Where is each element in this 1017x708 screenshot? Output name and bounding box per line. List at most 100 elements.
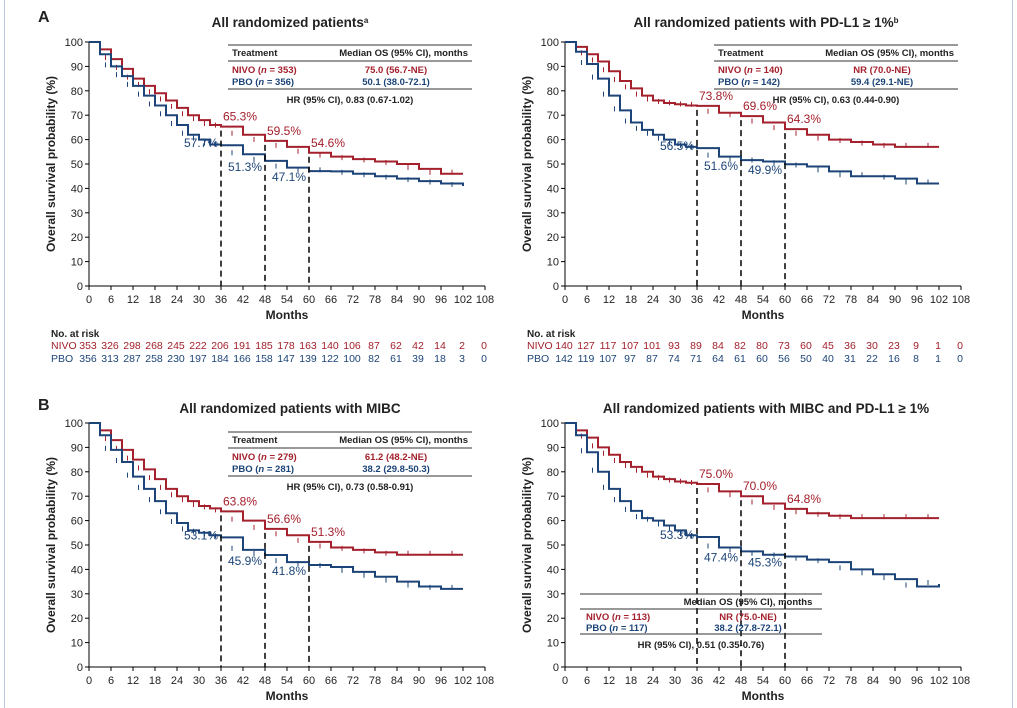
chart4-x-tick-label: 60 [779, 675, 791, 687]
chart1-at-risk-value-pbo: 258 [145, 353, 163, 365]
chart1-y-tick-label: 80 [71, 86, 83, 98]
chart4-curve-pbo [565, 422, 940, 588]
chart2-x-tick-label: 96 [911, 294, 923, 306]
chart4-annotation-nivo: 64.8% [787, 492, 821, 506]
chart1-at-risk-value-nivo: 106 [343, 340, 361, 352]
chart4-x-tick-label: 48 [735, 675, 747, 687]
chart2-curve-nivo [565, 41, 939, 148]
chart1-curve-nivo [89, 41, 463, 175]
chart4-x-tick-label: 78 [845, 675, 857, 687]
chart1-x-axis-label: Months [266, 308, 309, 322]
chart3-legend-median-nivo: 61.2 (48.2-NE) [365, 452, 427, 463]
chart4-curve-nivo [565, 422, 939, 520]
chart2-y-axis-label: Overall survival probability (%) [520, 76, 534, 252]
chart4-x-tick-label: 24 [647, 675, 659, 687]
chart1-y-tick-label: 50 [71, 159, 83, 171]
chart2-at-risk-value-pbo: 56 [778, 353, 790, 365]
chart2-at-risk-value-pbo: 50 [800, 353, 812, 365]
chart2-at-risk-label-pbo: PBO [527, 353, 549, 365]
chart1-at-risk-value-pbo: 39 [412, 353, 424, 365]
chart2-x-tick-label: 102 [930, 294, 948, 306]
chart1-legend-n-symbol: n [261, 65, 267, 76]
chart1-y-axis-label: Overall survival probability (%) [44, 76, 58, 252]
chart1-y-tick-label: 0 [77, 281, 83, 293]
chart1-annotation-pbo: 47.1% [272, 170, 306, 184]
chart1-legend-n-value: = 353) [267, 65, 297, 76]
chart2-annotation-nivo: 69.6% [743, 99, 777, 113]
chart2-at-risk-value-pbo: 40 [822, 353, 834, 365]
chart1-legend-arm-nivo: NIVO (n = 353) [232, 65, 297, 76]
chart4-x-tick-label: 54 [757, 675, 769, 687]
chart3-y-tick-label: 0 [77, 662, 83, 674]
chart2-at-risk-value-nivo: 107 [621, 340, 639, 352]
chart1-annotation-nivo: 54.6% [311, 136, 345, 150]
chart3-y-tick-label: 100 [65, 418, 83, 430]
chart3-x-tick-label: 18 [149, 675, 161, 687]
chart1-x-tick-label: 60 [303, 294, 315, 306]
chart2-x-tick-label: 78 [845, 294, 857, 306]
chart3-legend-n-symbol: n [258, 464, 264, 475]
chart2-at-risk-value-pbo: 142 [555, 353, 573, 365]
panel-label-a: A [38, 9, 50, 26]
chart2-y-tick-label: 90 [547, 61, 559, 73]
chart2-at-risk-value-pbo: 22 [866, 353, 878, 365]
chart1-at-risk-value-nivo: 185 [255, 340, 273, 352]
chart3-x-tick-label: 54 [281, 675, 293, 687]
chart1-y-tick-label: 40 [71, 183, 83, 195]
chart1-at-risk-value-nivo: 87 [368, 340, 380, 352]
chart2-legend-hr: HR (95% CI), 0.63 (0.44-0.90) [773, 95, 900, 106]
chart2-at-risk-value-nivo: 1 [935, 340, 941, 352]
chart1-at-risk-value-pbo: 197 [189, 353, 207, 365]
chart2-at-risk-value-nivo: 89 [690, 340, 702, 352]
chart4-annotation-nivo: 70.0% [743, 479, 777, 493]
chart1-legend-arm-pbo: PBO (n = 356) [232, 77, 294, 88]
chart2-at-risk-label-nivo: NIVO [527, 340, 553, 352]
chart2-legend-median-pbo: 59.4 (29.1-NE) [851, 77, 913, 88]
chart3-y-tick-label: 20 [71, 613, 83, 625]
chart1-x-tick-label: 24 [171, 294, 183, 306]
chart1-x-tick-label: 90 [413, 294, 425, 306]
chart4-x-tick-label: 36 [691, 675, 703, 687]
chart1-y-tick-label: 100 [65, 37, 83, 49]
chart3-x-tick-label: 90 [413, 675, 425, 687]
chart1-at-risk-value-pbo: 3 [459, 353, 465, 365]
chart2-x-tick-label: 84 [867, 294, 879, 306]
chart4-x-tick-label: 84 [867, 675, 879, 687]
chart4-x-tick-label: 18 [625, 675, 637, 687]
chart4-legend-arm-pbo: PBO (n = 117) [586, 623, 648, 634]
chart1-x-tick-label: 54 [281, 294, 293, 306]
chart4-legend-n-value: = 113) [621, 612, 650, 623]
chart1-at-risk-value-pbo: 100 [343, 353, 361, 365]
chart3-legend-median-pbo: 38.2 (29.8-50.3) [362, 464, 430, 475]
chart1-at-risk-value-nivo: 353 [79, 340, 97, 352]
chart2-x-tick-label: 0 [562, 294, 568, 306]
chart3-y-tick-label: 60 [71, 516, 83, 528]
chart3-y-tick-label: 50 [71, 540, 83, 552]
chart1-legend-n-value: = 356) [264, 77, 294, 88]
chart3-annotation-nivo: 63.8% [223, 494, 257, 508]
chart2-legend-n-value: = 142) [750, 77, 780, 88]
chart4-x-tick-label: 0 [562, 675, 568, 687]
chart3-y-tick-label: 10 [71, 638, 83, 650]
chart1-at-risk-value-nivo: 268 [145, 340, 163, 352]
chart1-at-risk-value-pbo: 287 [123, 353, 141, 365]
chart1-at-risk-value-pbo: 18 [434, 353, 446, 365]
chart1-x-tick-label: 12 [127, 294, 139, 306]
chart3-annotation-pbo: 41.8% [272, 564, 306, 578]
chart2-legend-n-symbol: n [747, 65, 753, 76]
chart2-at-risk-value-pbo: 31 [844, 353, 856, 365]
chart2-x-tick-label: 60 [779, 294, 791, 306]
chart1-x-tick-label: 18 [149, 294, 161, 306]
chart2-at-risk-value-nivo: 30 [866, 340, 878, 352]
chart2-x-tick-label: 18 [625, 294, 637, 306]
chart3-x-tick-label: 78 [369, 675, 381, 687]
chart4-y-tick-label: 10 [547, 638, 559, 650]
chart4-annotation-pbo: 47.4% [704, 550, 738, 564]
chart1-at-risk-value-nivo: 178 [277, 340, 295, 352]
chart4-x-tick-label: 102 [930, 675, 948, 687]
chart3-y-tick-label: 80 [71, 467, 83, 479]
chart2-at-risk-value-nivo: 84 [712, 340, 724, 352]
chart4-legend-n-value: = 117) [618, 623, 647, 634]
chart3-x-tick-label: 36 [215, 675, 227, 687]
chart1-y-tick-label: 60 [71, 135, 83, 147]
